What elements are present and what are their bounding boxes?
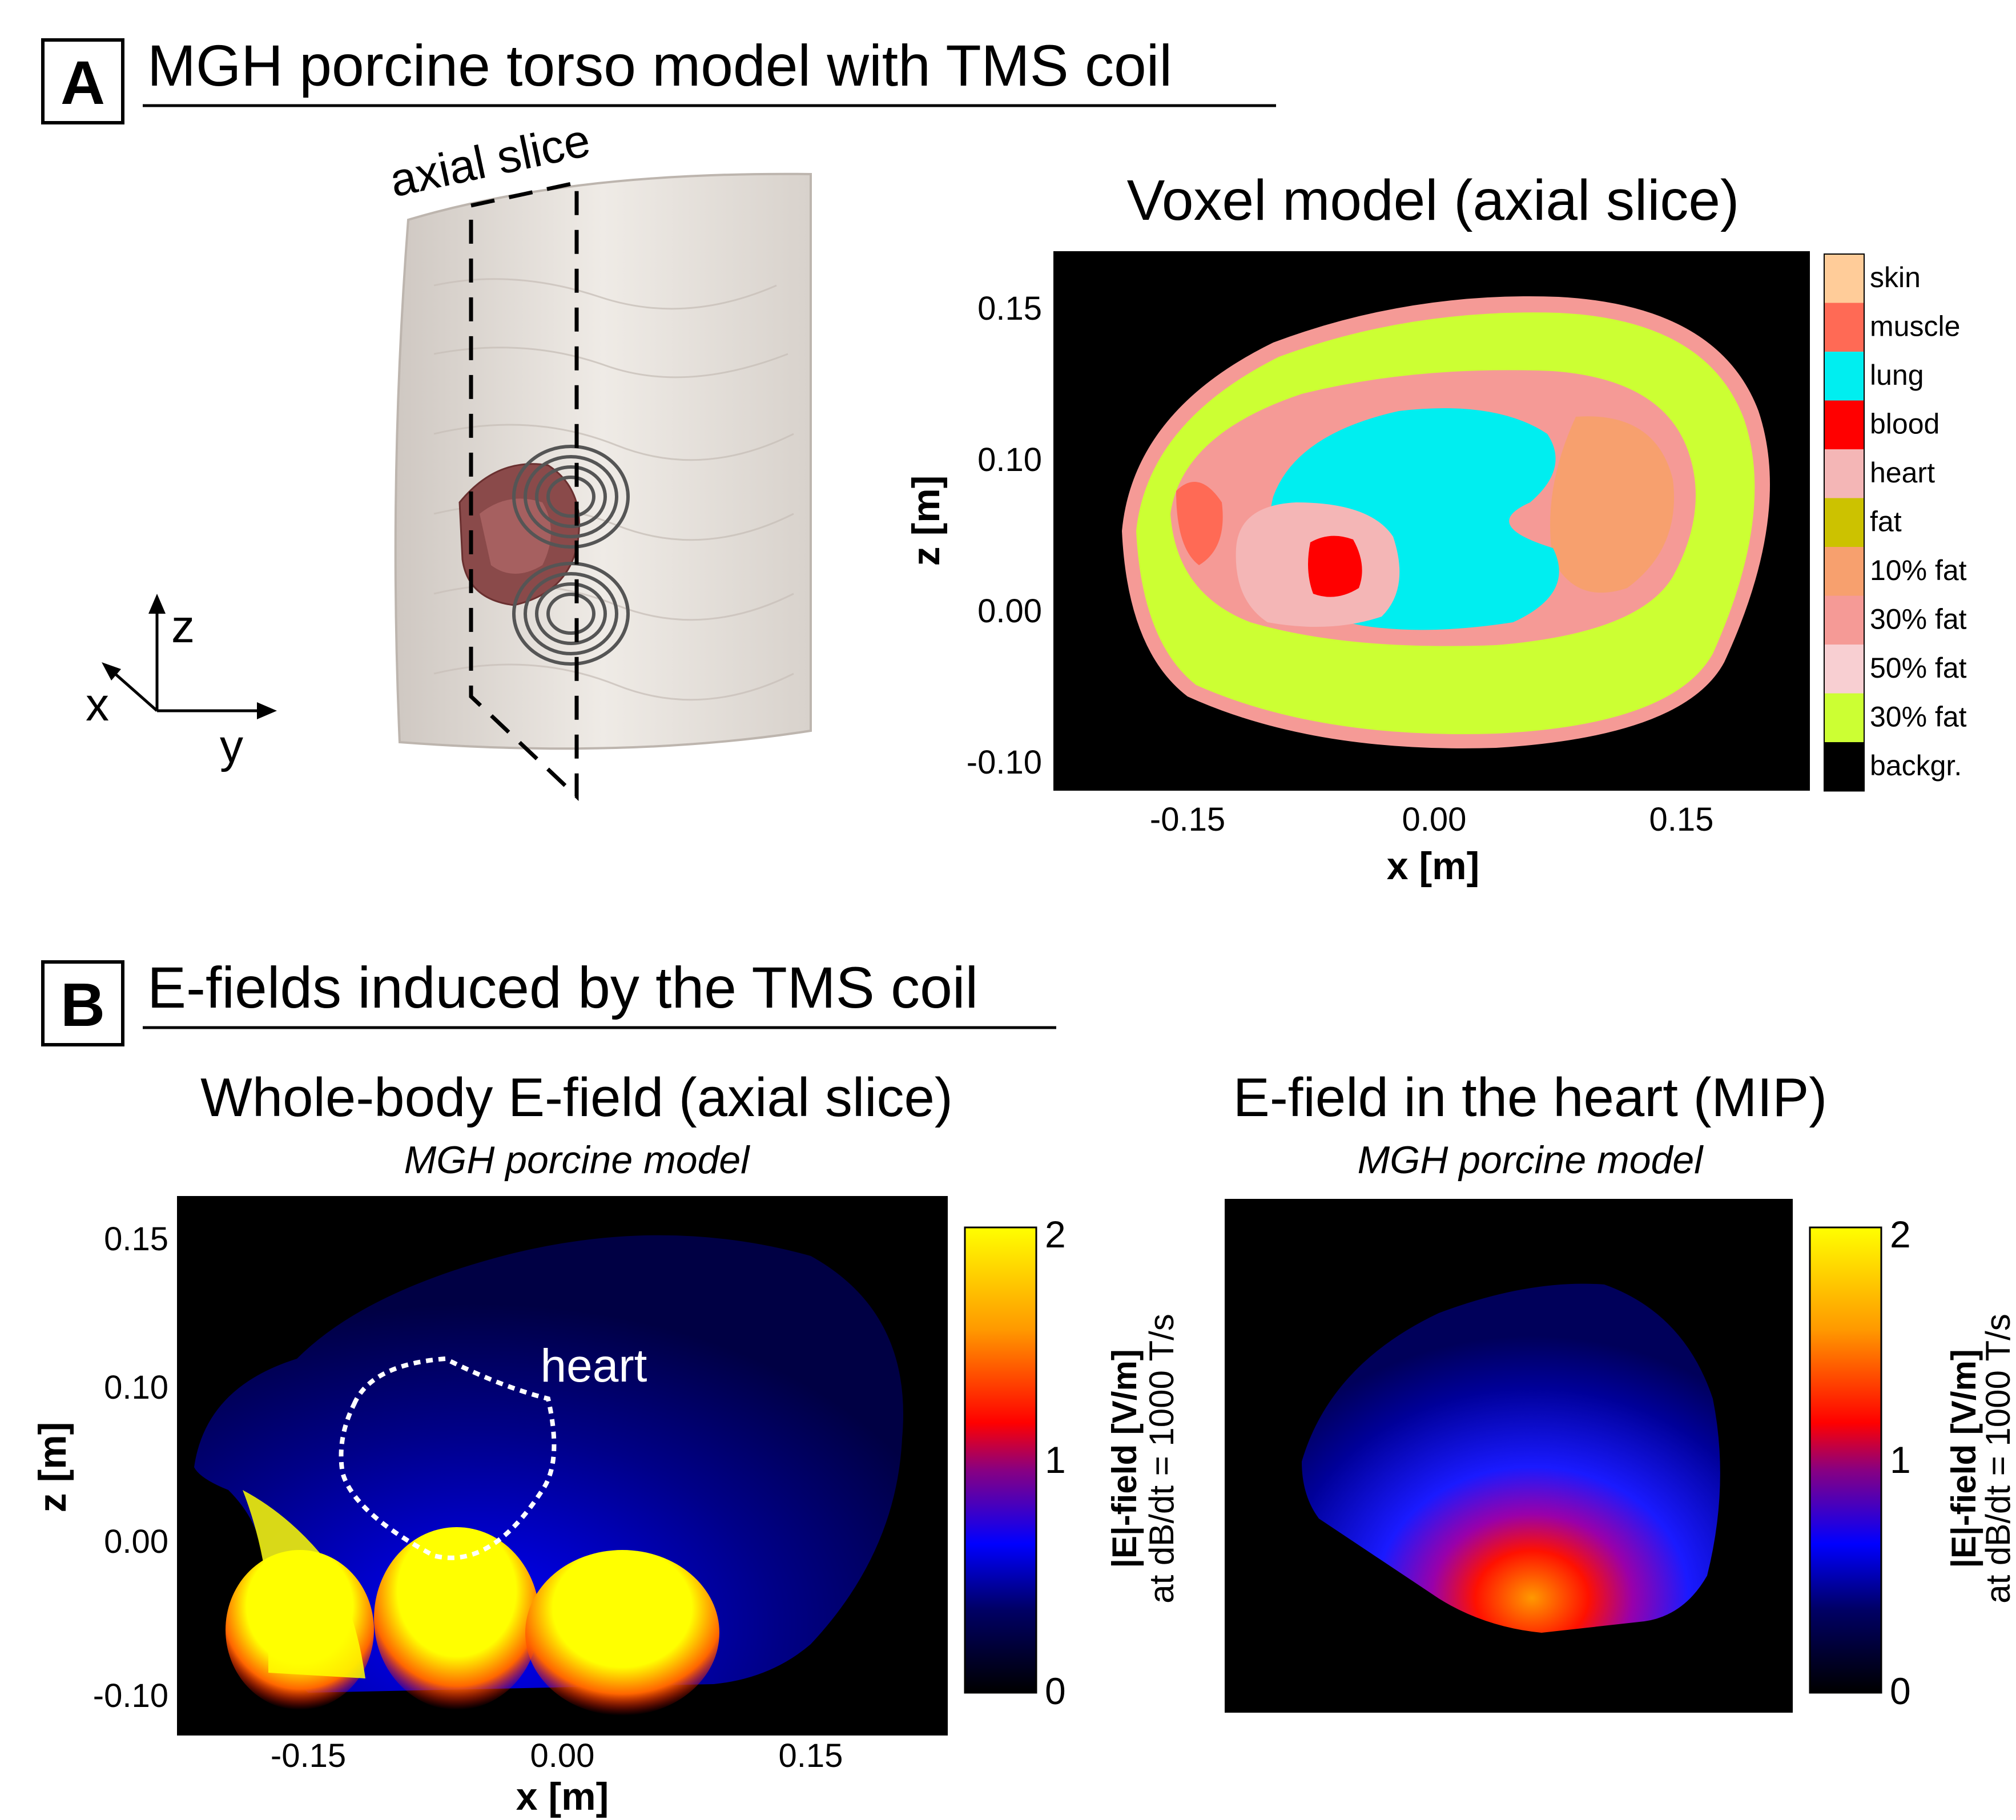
efield-left-xtick-1: 0.00 bbox=[530, 1737, 595, 1774]
efield-left-title: Whole-body E-field (axial slice) bbox=[200, 1067, 953, 1128]
colorbar-right-tick-2: 2 bbox=[1890, 1213, 1911, 1255]
legend-label-1: muscle bbox=[1870, 311, 1960, 343]
voxel-ytick-1: 0.10 bbox=[977, 441, 1042, 478]
legend-label-0: skin bbox=[1870, 261, 1921, 293]
efield-right-heatmap bbox=[1225, 1199, 1793, 1713]
heart-outline bbox=[339, 1356, 557, 1560]
legend-swatch-9 bbox=[1824, 693, 1864, 742]
voxel-ytick-2: 0.00 bbox=[977, 593, 1042, 630]
panel-a-letter: A bbox=[61, 48, 105, 117]
torso-illustration: axial slice bbox=[385, 114, 812, 802]
panel-a-title: MGH porcine torso model with TMS coil bbox=[147, 33, 1172, 98]
legend-swatch-8 bbox=[1824, 645, 1864, 694]
voxel-axes-ticks bbox=[1053, 307, 1683, 791]
voxel-ytick-3: -0.10 bbox=[967, 744, 1042, 781]
voxel-xtick-2: 0.15 bbox=[1649, 801, 1714, 838]
colorbar-left bbox=[964, 1226, 1037, 1694]
voxel-muscle-region bbox=[1176, 482, 1223, 565]
voxel-xlabel: x [m] bbox=[1387, 844, 1479, 888]
voxel-ylabel: z [m] bbox=[904, 476, 948, 566]
efield-left-subtitle: MGH porcine model bbox=[404, 1138, 751, 1182]
panel-b-title: E-fields induced by the TMS coil bbox=[147, 955, 978, 1020]
efield-left-xtick-2: 0.15 bbox=[779, 1737, 843, 1774]
torso-mesh bbox=[394, 172, 812, 750]
panel-a: A MGH porcine torso model with TMS coil bbox=[41, 33, 1967, 888]
tms-coil bbox=[512, 445, 630, 666]
legend-label-4: heart bbox=[1870, 457, 1935, 489]
legend-swatch-0 bbox=[1824, 254, 1864, 303]
colorbar-left-label: |E|-field [V/m] bbox=[1105, 1349, 1144, 1568]
voxel-heatmap bbox=[1053, 251, 1810, 791]
legend-swatch-7 bbox=[1824, 595, 1864, 645]
legend-swatch-1 bbox=[1824, 303, 1864, 352]
efield-body bbox=[194, 1235, 903, 1693]
colorbar-left-tick-0: 0 bbox=[1045, 1670, 1066, 1712]
legend-swatch-4 bbox=[1824, 449, 1864, 498]
panel-b-letter-box bbox=[41, 960, 124, 1046]
voxel-legend: skin muscle lung blood heart fat 10% fat 30% fa… bbox=[1824, 253, 1967, 792]
voxel-10pct-fat-region bbox=[1550, 416, 1675, 593]
legend-label-5: fat bbox=[1870, 506, 1902, 538]
legend-swatch-2 bbox=[1824, 352, 1864, 401]
voxel-blood bbox=[1308, 535, 1362, 597]
panel-a-letter-box bbox=[41, 38, 124, 124]
legend-swatch-5 bbox=[1824, 498, 1864, 547]
colorbar-right-tick-0: 0 bbox=[1890, 1670, 1911, 1712]
legend-label-7: 30% fat bbox=[1870, 603, 1967, 635]
axis-z-label: z bbox=[171, 601, 195, 653]
legend-label-8: 50% fat bbox=[1870, 652, 1967, 684]
efield-right-subtitle: MGH porcine model bbox=[1358, 1138, 1704, 1182]
efield-edge-hot bbox=[243, 1490, 365, 1678]
colorbar-left-sublabel: at dB/dt = 1000 T/s bbox=[1142, 1314, 1181, 1604]
efield-right-title: E-field in the heart (MIP) bbox=[1233, 1067, 1827, 1128]
colorbar-right-tick-1: 1 bbox=[1890, 1439, 1911, 1481]
voxel-ytick-0: 0.15 bbox=[977, 290, 1042, 327]
colorbar-right-sublabel: at dB/dt = 1000 T/s bbox=[1979, 1314, 2016, 1604]
coordinate-axes bbox=[102, 594, 277, 719]
efield-left-xtick-0: -0.15 bbox=[271, 1737, 346, 1774]
efield-heart-mip bbox=[1302, 1283, 1720, 1633]
colorbar-right bbox=[1809, 1226, 1882, 1694]
legend-swatch-3 bbox=[1824, 400, 1864, 449]
efield-heart-label: heart bbox=[541, 1340, 647, 1392]
axis-x-label: x bbox=[86, 679, 109, 731]
efield-hotspot-right bbox=[525, 1550, 719, 1716]
panel-b: B E-fields induced by the TMS coil Whole… bbox=[31, 955, 2016, 1818]
colorbar-left-tick-1: 1 bbox=[1045, 1439, 1066, 1481]
efield-left-heatmap bbox=[177, 1196, 948, 1736]
legend-label-2: lung bbox=[1870, 359, 1924, 391]
legend-label-3: blood bbox=[1870, 408, 1939, 440]
legend-swatch-6 bbox=[1824, 547, 1864, 596]
efield-left-ytick-3: -0.10 bbox=[93, 1677, 168, 1714]
colorbar-left-tick-2: 2 bbox=[1045, 1213, 1066, 1255]
efield-left-xlabel: x [m] bbox=[516, 1775, 609, 1818]
efield-left-ylabel: z [m] bbox=[31, 1422, 74, 1513]
axis-y-label: y bbox=[220, 720, 243, 772]
voxel-title: Voxel model (axial slice) bbox=[1127, 168, 1740, 232]
voxel-xtick-1: 0.00 bbox=[1402, 801, 1467, 838]
legend-swatch-10 bbox=[1824, 742, 1864, 791]
efield-hotspot-center bbox=[374, 1527, 540, 1710]
efield-left-ytick-2: 0.00 bbox=[104, 1523, 168, 1560]
legend-label-10: backgr. bbox=[1870, 750, 1962, 782]
legend-frame bbox=[1824, 253, 1865, 792]
voxel-xtick-0: -0.15 bbox=[1150, 801, 1225, 838]
panel-b-letter: B bbox=[61, 970, 105, 1039]
colorbar-right-label: |E|-field [V/m] bbox=[1945, 1349, 1983, 1568]
legend-label-6: 10% fat bbox=[1870, 554, 1967, 586]
axial-slice-plane bbox=[469, 180, 579, 802]
efield-left-ticks bbox=[307, 1724, 812, 1736]
legend-label-9: 30% fat bbox=[1870, 701, 1967, 733]
efield-left-ytick-1: 0.10 bbox=[104, 1369, 168, 1406]
efield-left-ytick-0: 0.15 bbox=[104, 1221, 168, 1258]
